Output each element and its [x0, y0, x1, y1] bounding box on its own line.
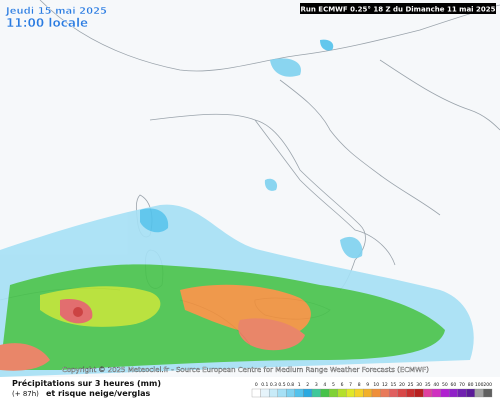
legend-label: 9 — [366, 382, 369, 388]
legend-swatch — [371, 388, 381, 398]
forecast-time: 11:00 locale — [6, 16, 88, 30]
legend-swatch — [466, 388, 476, 398]
legend-swatch — [320, 388, 330, 398]
legend-label: 6 — [341, 382, 344, 388]
legend-swatch — [414, 388, 424, 398]
forecast-date: Jeudi 15 mai 2025 — [5, 6, 107, 17]
legend-swatch — [303, 388, 313, 398]
legend-swatch — [397, 388, 407, 398]
legend-swatch — [440, 388, 450, 398]
legend-label: 40 — [433, 382, 439, 388]
legend-label: 80 — [468, 382, 474, 388]
legend-swatch — [363, 388, 373, 398]
legend-label: 1 — [298, 382, 301, 388]
legend-label: 35 — [425, 382, 431, 388]
legend-label: 10 — [373, 382, 379, 388]
legend-label: 30 — [416, 382, 422, 388]
legend-swatch — [346, 388, 356, 398]
legend-swatch — [474, 388, 484, 398]
legend-swatch — [448, 388, 458, 398]
legend-label: 0.5 — [278, 382, 285, 388]
footer-subtitle: et risque neige/verglas — [46, 389, 151, 398]
precipitation — [0, 39, 474, 377]
legend-label: 70 — [459, 382, 465, 388]
legend-swatch — [328, 388, 338, 398]
legend-swatch — [354, 388, 364, 398]
legend-label: 0.3 — [270, 382, 277, 388]
legend-swatch — [431, 388, 441, 398]
legend-swatch — [294, 388, 304, 398]
legend-label: 12 — [382, 382, 388, 388]
legend-label: 25 — [408, 382, 414, 388]
legend-label: 15 — [391, 382, 397, 388]
legend-swatch — [406, 388, 416, 398]
legend-swatch — [286, 388, 296, 398]
legend-label: 3 — [315, 382, 318, 388]
legend-swatch — [423, 388, 433, 398]
legend-label: 5 — [332, 382, 335, 388]
legend-swatch — [483, 388, 493, 398]
legend-label: 7 — [349, 382, 352, 388]
legend-label: 20 — [399, 382, 405, 388]
footer-title: Précipitations sur 3 heures (mm) — [12, 378, 161, 388]
legend-label: 0.1 — [261, 382, 268, 388]
legend-label: 60 — [451, 382, 457, 388]
legend-label: 100 — [475, 382, 484, 388]
legend: 0 0.1 0.3 0.5 0.8 1 2 3 4 5 6 7 8 9 10 12 15 20 25 30 35 40 50… — [251, 382, 493, 398]
legend-label: 8 — [358, 382, 361, 388]
legend-label: 0.8 — [287, 382, 294, 388]
copyright: Copyright © 2025 Meteociel.fr - Source E… — [62, 366, 429, 374]
legend-label: 4 — [323, 382, 326, 388]
legend-label: 200 — [483, 382, 492, 388]
legend-swatch — [337, 388, 347, 398]
legend-swatch — [277, 388, 287, 398]
legend-swatch — [311, 388, 321, 398]
legend-swatch — [388, 388, 398, 398]
legend-label: 2 — [306, 382, 309, 388]
legend-swatch — [457, 388, 467, 398]
legend-swatch — [380, 388, 390, 398]
legend-label: 0 — [255, 382, 258, 388]
legend-swatch — [268, 388, 278, 398]
legend-swatch — [260, 388, 270, 398]
legend-swatch — [251, 388, 261, 398]
footer-lead: (+ 87h) — [12, 390, 39, 398]
legend-label: 50 — [442, 382, 448, 388]
run-label: Run ECMWF 0.25° 18 Z du Dimanche 11 mai … — [301, 6, 496, 14]
run-box — [300, 3, 496, 14]
